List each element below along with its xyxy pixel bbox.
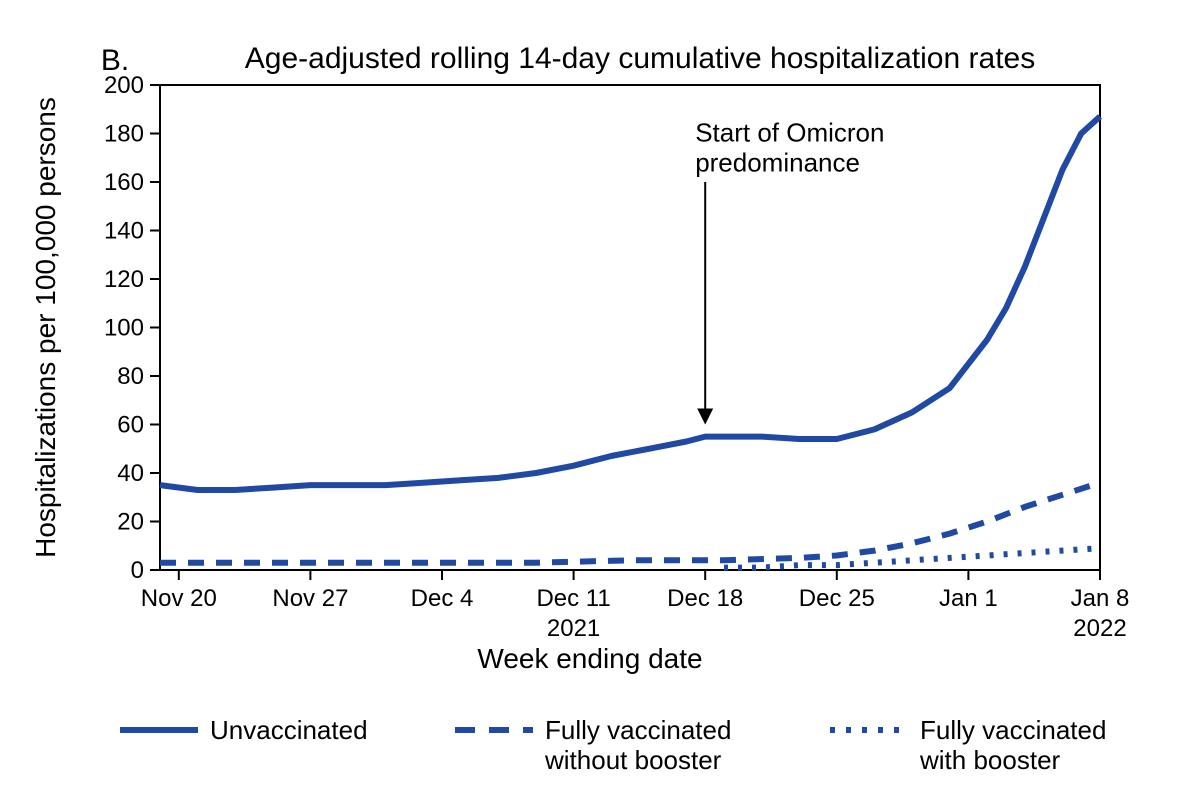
y-tick-label: 140	[104, 218, 144, 245]
y-tick-label: 40	[117, 460, 144, 487]
legend-label-unvaccinated: Unvaccinated	[210, 715, 368, 745]
legend-label-vax_booster-2: with booster	[919, 745, 1061, 775]
x-tick-label: Dec 18	[667, 585, 743, 612]
x-tick-label: Nov 20	[141, 585, 217, 612]
chart-title: Age-adjusted rolling 14-day cumulative h…	[245, 42, 1035, 75]
x-tick-label: Dec 11	[536, 585, 610, 612]
legend-label-vax_no_booster-2: without booster	[544, 745, 722, 775]
legend-label-vax_booster-1: Fully vaccinated	[920, 715, 1106, 745]
y-tick-label: 200	[104, 72, 144, 99]
x-tick-label: Dec 25	[799, 585, 875, 612]
annotation-line2: predominance	[695, 147, 860, 177]
y-tick-label: 180	[104, 121, 144, 148]
x-tick-label: Nov 27	[272, 585, 348, 612]
y-axis-title: Hospitalizations per 100,000 persons	[30, 97, 61, 558]
hospitalization-chart: B.Age-adjusted rolling 14-day cumulative…	[0, 0, 1200, 800]
x-year-label: 2021	[547, 615, 600, 642]
annotation-line1: Start of Omicron	[695, 117, 884, 147]
y-tick-label: 160	[104, 169, 144, 196]
x-tick-label: Jan 8	[1071, 585, 1130, 612]
x-tick-label: Jan 1	[939, 585, 998, 612]
y-tick-label: 120	[104, 266, 144, 293]
y-tick-label: 20	[117, 509, 144, 536]
y-tick-label: 60	[117, 412, 144, 439]
x-axis-title: Week ending date	[477, 643, 702, 674]
y-tick-label: 80	[117, 363, 144, 390]
x-tick-label: Dec 4	[411, 585, 474, 612]
y-tick-label: 100	[104, 315, 144, 342]
chart-bg	[0, 0, 1200, 800]
y-tick-label: 0	[131, 557, 144, 584]
x-year-label: 2022	[1073, 615, 1126, 642]
legend-label-vax_no_booster-1: Fully vaccinated	[545, 715, 731, 745]
